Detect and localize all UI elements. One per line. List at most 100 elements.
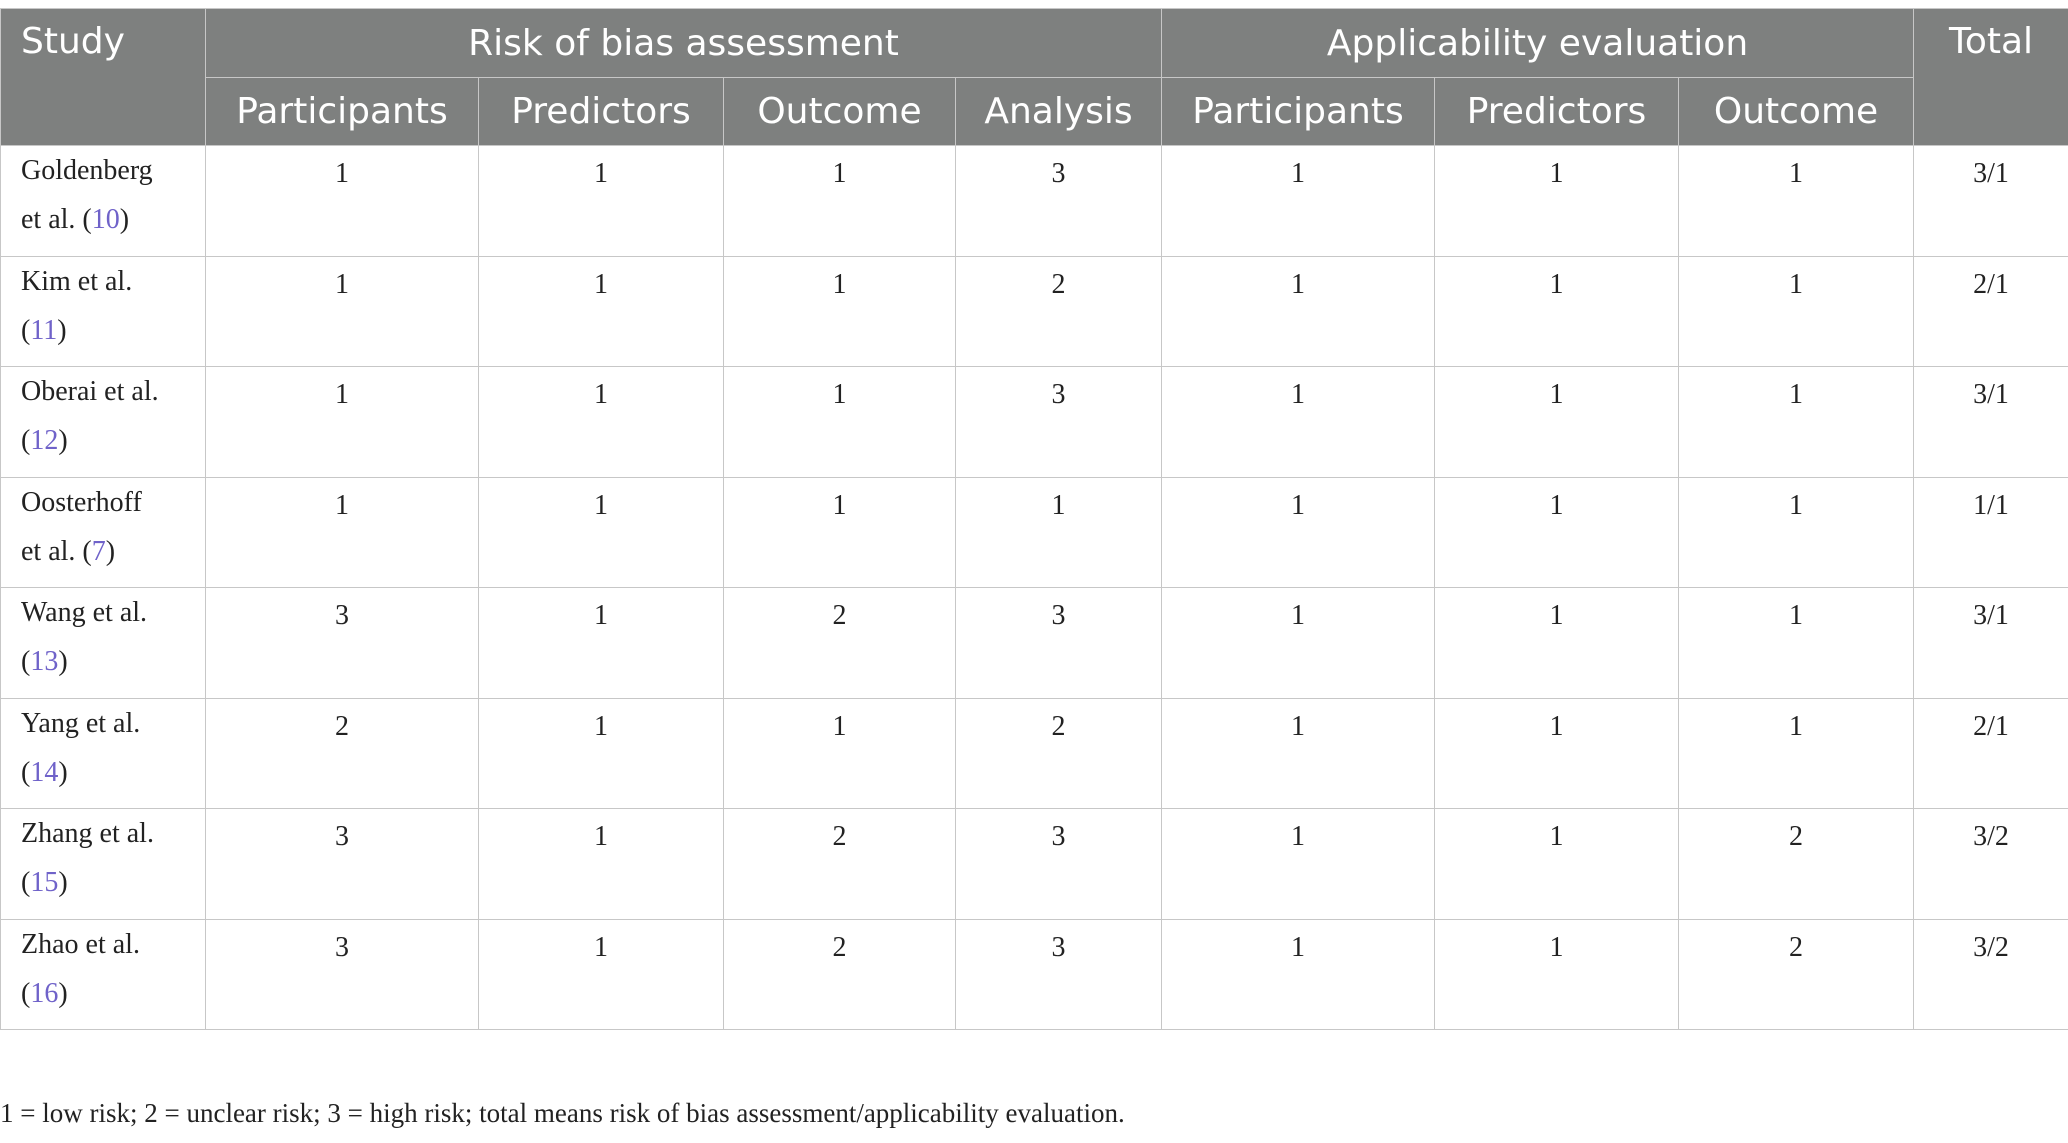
study-cell: Zhao et al. (16)	[0, 918, 206, 1030]
study-name: Wang et al.	[21, 597, 148, 628]
applicability-participants-cell: 1	[1161, 476, 1436, 588]
risk-predictors-cell: 1	[478, 808, 724, 920]
study-cell: Kim et al. (11)	[0, 255, 206, 367]
cell-value: 1	[1789, 600, 1804, 631]
cell-value: 2	[1051, 710, 1066, 742]
table-row: Oberai et al. (12) 1 1 1 3 1 1 1 3/1	[0, 366, 2068, 478]
cell-value: 1	[1291, 600, 1306, 631]
cell-value: 1	[335, 489, 349, 521]
cell-value: 1/1	[1973, 489, 2009, 521]
study-name-cont: (	[21, 646, 31, 677]
table-row: Zhang et al. (15) 3 1 2 3 1 1 2 3/2	[0, 808, 2068, 920]
applicability-participants-cell: 1	[1161, 808, 1436, 920]
study-name-cont: (	[21, 977, 31, 1009]
risk-predictors-cell: 1	[478, 587, 724, 699]
risk-of-bias-table: Study Risk of bias assessment Applicabil…	[0, 8, 2068, 1030]
applicability-predictors-cell: 1	[1434, 808, 1680, 920]
reference-link[interactable]: 7	[91, 535, 106, 567]
table-row: Yang et al. (14) 2 1 1 2 1 1 1 2/1	[0, 697, 2068, 809]
cell-value: 1	[1291, 489, 1306, 521]
cell-value: 3	[1051, 821, 1066, 852]
table-row: Wang et al. (13) 3 1 2 3 1 1 1 3/1	[0, 587, 2068, 699]
cell-value: 2	[832, 821, 847, 852]
applicability-participants-cell: 1	[1161, 587, 1436, 699]
total-cell: 3/1	[1913, 366, 2068, 478]
applicability-predictors-cell: 1	[1434, 366, 1680, 478]
cell-value: 1	[1549, 710, 1564, 742]
applicability-participants-cell: 1	[1161, 145, 1436, 257]
ref-close-paren: )	[105, 535, 116, 567]
risk-outcome-cell: 2	[723, 808, 956, 920]
total-cell: 3/1	[1913, 587, 2068, 699]
risk-predictors-header: Predictors	[478, 77, 724, 146]
ref-close-paren: )	[57, 314, 67, 346]
cell-value: 3	[335, 821, 349, 852]
applicability-participants-cell: 1	[1161, 255, 1436, 367]
cell-value: 1	[594, 489, 608, 521]
cell-value: 3	[1051, 600, 1066, 631]
applicability-outcome-cell: 1	[1678, 697, 1915, 809]
cell-value: 2	[335, 710, 349, 742]
cell-value: 1	[832, 379, 847, 410]
ref-close-paren: )	[58, 867, 68, 898]
study-cell: Yang et al. (14)	[0, 697, 206, 809]
total-cell: 2/1	[1913, 697, 2068, 809]
cell-value: 1	[1789, 268, 1804, 300]
risk-outcome-cell: 1	[723, 366, 956, 478]
reference-link[interactable]: 11	[30, 314, 58, 346]
applicability-outcome-cell: 1	[1678, 145, 1915, 257]
applicability-group-header: Applicability evaluation	[1161, 8, 1915, 78]
cell-value: 2/1	[1973, 268, 2009, 300]
cell-value: 1	[1291, 158, 1306, 189]
applicability-outcome-header: Outcome	[1678, 77, 1915, 146]
cell-value: 1	[1549, 931, 1564, 963]
cell-value: 3/1	[1973, 158, 2009, 189]
total-cell: 2/1	[1913, 255, 2068, 367]
applicability-predictors-cell: 1	[1434, 476, 1680, 588]
risk-participants-cell: 1	[205, 145, 479, 257]
cell-value: 1	[594, 268, 608, 300]
cell-value: 3	[1051, 379, 1066, 410]
study-name-cont: (	[21, 756, 31, 788]
ref-close-paren: )	[58, 646, 68, 677]
risk-of-bias-group-header: Risk of bias assessment	[204, 8, 1163, 78]
applicability-participants-cell: 1	[1161, 697, 1436, 809]
risk-analysis-cell: 3	[954, 587, 1163, 699]
cell-value: 2	[832, 931, 847, 963]
header-subcolumn-row: Participants Predictors Outcome Analysis…	[1, 77, 2068, 146]
cell-value: 1	[594, 158, 608, 189]
applicability-participants-cell: 1	[1161, 366, 1436, 478]
total-cell: 1/1	[1913, 476, 2068, 588]
risk-analysis-cell: 3	[954, 918, 1163, 1030]
study-column-header: Study	[0, 8, 206, 146]
cell-value: 1	[594, 931, 608, 963]
cell-value: 1	[594, 600, 608, 631]
reference-link[interactable]: 14	[30, 756, 59, 788]
risk-participants-header: Participants	[205, 77, 479, 146]
table-footnote: 1 = low risk; 2 = unclear risk; 3 = high…	[0, 1098, 1125, 1128]
cell-value: 1	[594, 821, 608, 852]
risk-outcome-cell: 1	[723, 476, 956, 588]
reference-link[interactable]: 10	[91, 204, 120, 235]
cell-value: 1	[832, 710, 847, 742]
cell-value: 1	[594, 710, 608, 742]
risk-of-bias-table-container: Study Risk of bias assessment Applicabil…	[0, 8, 2068, 1030]
applicability-outcome-cell: 1	[1678, 476, 1915, 588]
applicability-participants-cell: 1	[1161, 918, 1436, 1030]
reference-link[interactable]: 13	[30, 646, 59, 677]
reference-link[interactable]: 16	[30, 977, 59, 1009]
cell-value: 1	[832, 489, 847, 521]
cell-value: 1	[1549, 600, 1564, 631]
cell-value: 3/1	[1973, 600, 2009, 631]
cell-value: 1	[1549, 268, 1564, 300]
risk-predictors-cell: 1	[478, 145, 724, 257]
cell-value: 2	[1789, 821, 1804, 852]
cell-value: 1	[335, 379, 349, 410]
study-name: Zhang et al.	[21, 818, 154, 849]
cell-value: 1	[594, 379, 608, 410]
risk-outcome-cell: 1	[723, 255, 956, 367]
reference-link[interactable]: 15	[30, 867, 59, 898]
table-body: Goldenberg et al. (10) 1 1 1 3 1 1 1 3/1…	[0, 145, 2068, 1030]
reference-link[interactable]: 12	[30, 425, 59, 456]
risk-participants-cell: 1	[205, 255, 479, 367]
